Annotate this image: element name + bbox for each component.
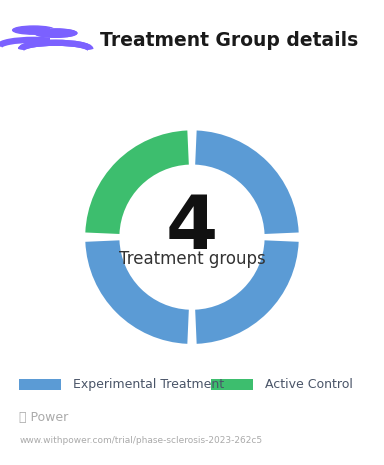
- FancyBboxPatch shape: [19, 379, 61, 390]
- Wedge shape: [85, 131, 189, 234]
- Text: Treatment groups: Treatment groups: [119, 250, 265, 267]
- Text: 4: 4: [166, 192, 218, 265]
- Text: ⏵ Power: ⏵ Power: [19, 411, 68, 424]
- Circle shape: [35, 29, 77, 37]
- Wedge shape: [85, 240, 189, 344]
- FancyBboxPatch shape: [50, 28, 84, 54]
- Circle shape: [13, 26, 55, 34]
- Circle shape: [35, 29, 77, 37]
- Text: www.withpower.com/trial/phase-sclerosis-2023-262c5: www.withpower.com/trial/phase-sclerosis-…: [19, 436, 262, 445]
- Text: Experimental Treatment: Experimental Treatment: [73, 379, 224, 392]
- FancyBboxPatch shape: [211, 379, 253, 390]
- Text: Treatment Group details: Treatment Group details: [100, 31, 358, 50]
- Text: Active Control: Active Control: [265, 379, 353, 392]
- Wedge shape: [195, 240, 299, 344]
- Wedge shape: [195, 131, 299, 234]
